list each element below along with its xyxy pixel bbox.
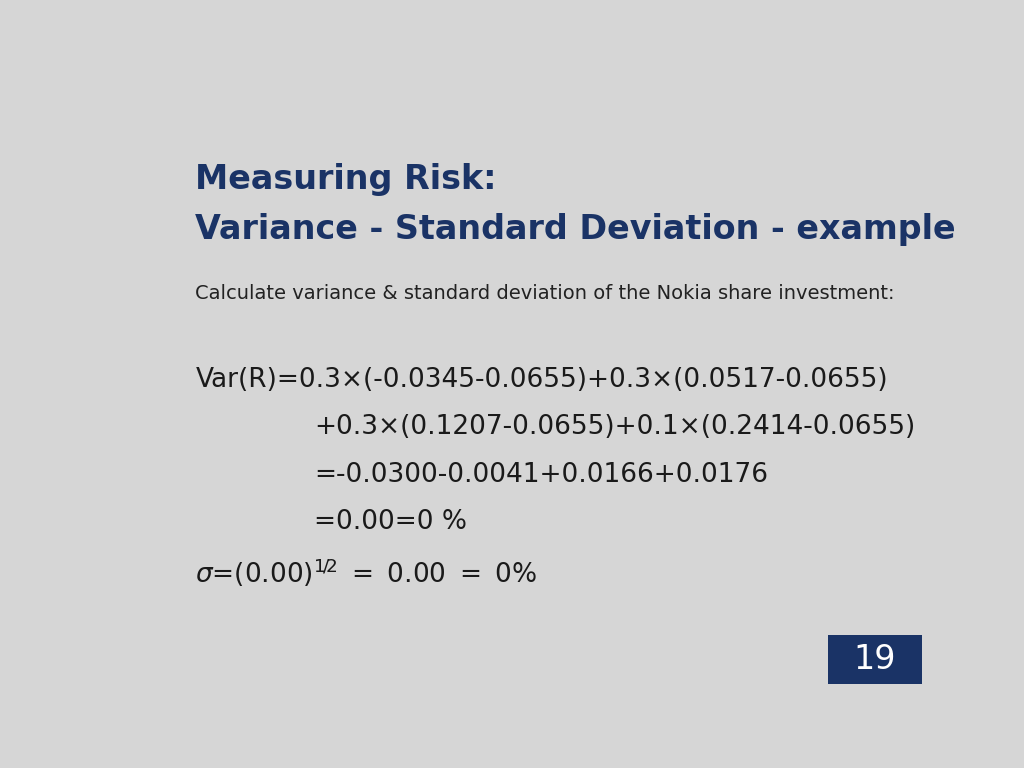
Text: Calculate variance & standard deviation of the Nokia share investment:: Calculate variance & standard deviation …	[196, 284, 895, 303]
FancyBboxPatch shape	[828, 635, 922, 684]
Text: =-0.0300-0.0041+0.0166+0.0176: =-0.0300-0.0041+0.0166+0.0176	[314, 462, 768, 488]
Text: Var(R)=0.3×(-0.0345-0.0655)+0.3×(0.0517-0.0655): Var(R)=0.3×(-0.0345-0.0655)+0.3×(0.0517-…	[196, 367, 888, 393]
Text: +0.3×(0.1207-0.0655)+0.1×(0.2414-0.0655): +0.3×(0.1207-0.0655)+0.1×(0.2414-0.0655)	[314, 415, 915, 441]
Text: Variance - Standard Deviation - example: Variance - Standard Deviation - example	[196, 214, 956, 247]
Text: 19: 19	[854, 643, 896, 676]
Text: $\sigma$=(0.00)$^{1\!/\!2}$ $=$ 0.00 $=$ 0%: $\sigma$=(0.00)$^{1\!/\!2}$ $=$ 0.00 $=$…	[196, 556, 538, 589]
Text: Measuring Risk:: Measuring Risk:	[196, 163, 497, 196]
Text: =0.00=0 %: =0.00=0 %	[314, 509, 468, 535]
